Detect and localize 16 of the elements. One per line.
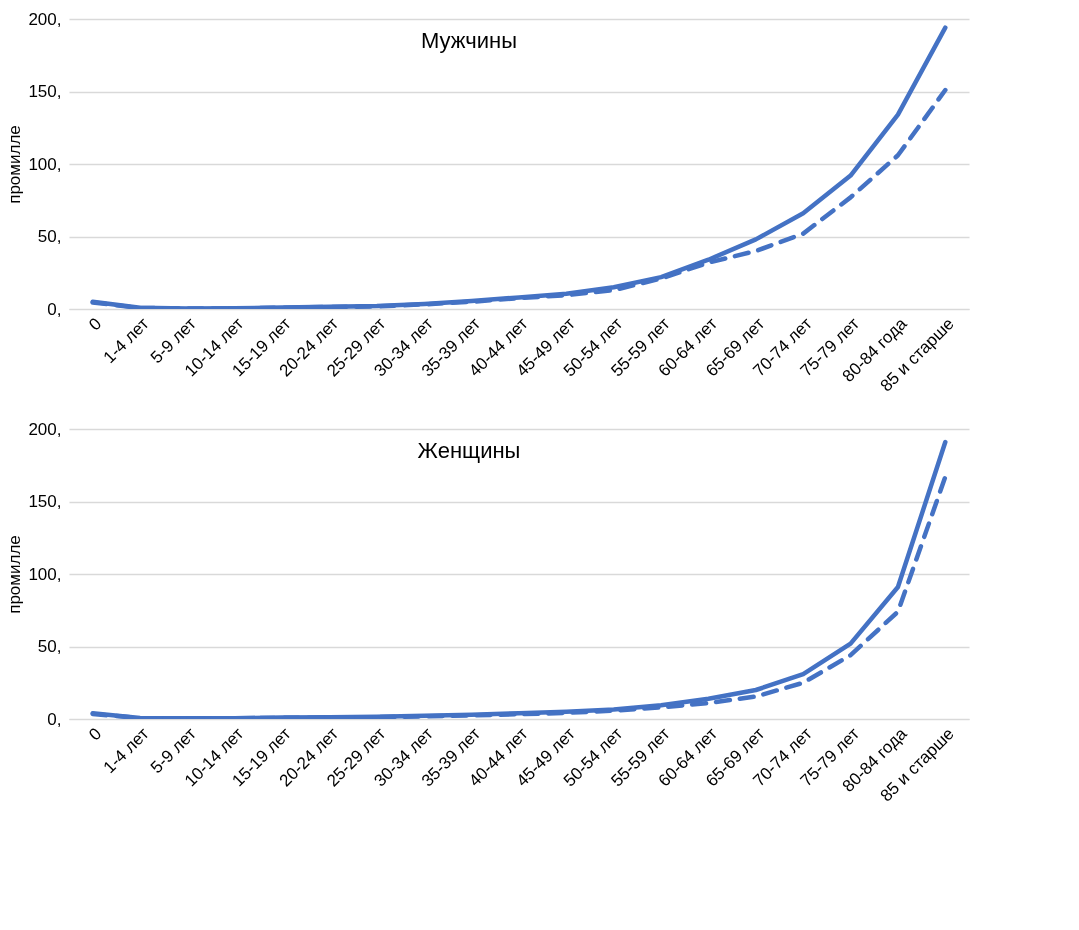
y-axis-title: промилле <box>5 125 25 204</box>
y-tick-label: 50, <box>37 227 62 246</box>
y-tick-label: 150, <box>28 82 62 101</box>
y-tick-label: 100, <box>28 564 62 584</box>
y-tick-label: 100, <box>28 154 62 174</box>
x-tick-label: 0 <box>85 724 106 745</box>
y-tick-label: 0, <box>47 709 62 729</box>
x-tick-label: 0 <box>85 314 106 335</box>
chart-title: Женщины <box>417 438 521 463</box>
y-tick-label: 0, <box>47 299 62 319</box>
y-tick-label: 200, <box>28 419 62 439</box>
y-tick-label: 50, <box>37 637 62 656</box>
y-tick-label: 200, <box>28 9 62 29</box>
y-tick-label: 150, <box>28 492 62 511</box>
chart-title: Мужчины <box>420 28 518 53</box>
y-axis-title: промилле <box>5 535 25 614</box>
